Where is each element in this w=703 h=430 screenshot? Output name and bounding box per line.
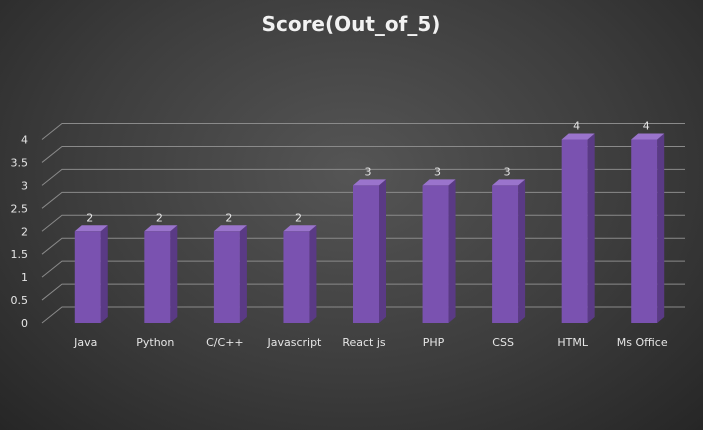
bar-front (561, 139, 588, 323)
x-axis: Java Python C/C++ Javascript React js PHP CSS H… (73, 336, 668, 349)
bar (283, 225, 317, 323)
bar-front (631, 139, 658, 323)
bar-side (239, 225, 247, 323)
bar-front (492, 185, 519, 323)
bar-side (518, 179, 526, 323)
bar-top (283, 225, 317, 232)
y-tick-label: 1.5 (11, 248, 29, 261)
bar-front (74, 231, 101, 323)
x-tick-label: Python (136, 336, 174, 349)
data-label: 3 (504, 165, 511, 178)
bar-side (448, 179, 456, 323)
x-tick-label: Ms Office (617, 336, 668, 349)
bar-side (587, 133, 595, 323)
bar-side (100, 225, 108, 323)
x-tick-label: Javascript (266, 336, 322, 349)
bar-top (74, 225, 108, 232)
x-tick-label: C/C++ (206, 336, 244, 349)
data-label: 2 (295, 211, 302, 224)
bar (492, 179, 526, 323)
y-tick-label: 3.5 (11, 156, 29, 169)
bar-front (144, 231, 171, 323)
y-tick-label: 0.5 (11, 294, 29, 307)
bar-top (213, 225, 247, 232)
gridline (41, 237, 685, 255)
gridline (41, 123, 685, 140)
gridline (41, 214, 685, 232)
y-tick-label: 3 (21, 179, 28, 192)
bar (631, 133, 665, 323)
bar-top (561, 133, 595, 140)
bar (213, 225, 247, 323)
gridline (41, 260, 685, 278)
bar-side (170, 225, 178, 323)
bar (353, 179, 386, 323)
x-tick-label: React js (342, 336, 386, 349)
data-label: 4 (643, 120, 650, 133)
bar-top (144, 225, 178, 232)
bar-top (492, 179, 526, 186)
data-label: 2 (156, 211, 163, 224)
bar-top (422, 179, 456, 186)
data-label: 3 (434, 165, 441, 178)
bars (74, 133, 665, 323)
bar (144, 225, 178, 323)
gridlines (41, 123, 685, 324)
y-tick-label: 1 (21, 271, 28, 284)
y-axis: 0 0.5 1 1.5 2 2.5 3 3.5 4 (11, 134, 29, 331)
bar-front (422, 185, 449, 323)
x-tick-label: CSS (492, 336, 514, 349)
gridline (41, 283, 685, 301)
gridline (41, 145, 685, 163)
bar-side (379, 179, 386, 323)
bar-top (353, 179, 386, 186)
data-labels: 2 2 2 2 3 3 3 4 4 (86, 120, 649, 225)
bar (422, 179, 456, 323)
bar-top (631, 133, 665, 140)
gridline (41, 306, 685, 324)
x-tick-label: PHP (423, 336, 445, 349)
x-tick-label: HTML (557, 336, 588, 349)
y-tick-label: 4 (21, 134, 28, 147)
chart-title: Score(Out_of_5) (262, 12, 441, 36)
data-label: 2 (86, 211, 93, 224)
y-tick-label: 2.5 (11, 202, 29, 215)
data-label: 4 (573, 120, 580, 133)
data-label: 3 (365, 165, 372, 178)
bar-front (283, 231, 310, 323)
y-tick-label: 0 (21, 317, 28, 330)
gridline (41, 168, 685, 186)
y-tick-label: 2 (21, 225, 28, 238)
bar (561, 133, 595, 323)
bar-front (353, 185, 379, 323)
x-tick-label: Java (73, 336, 97, 349)
bar-front (213, 231, 240, 323)
bar (74, 225, 108, 323)
bar-side (657, 133, 665, 323)
gridline (41, 191, 685, 209)
data-label: 2 (225, 211, 232, 224)
bar-side (309, 225, 317, 323)
